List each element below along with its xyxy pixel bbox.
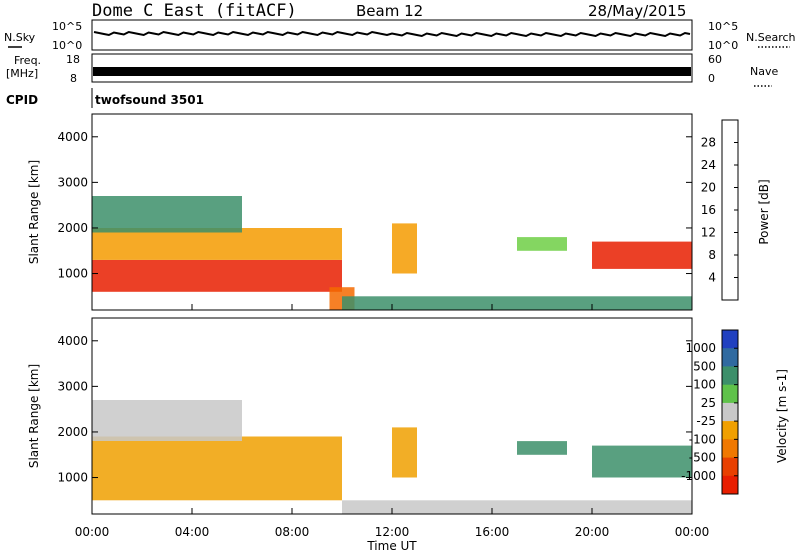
- colorbar-tick-label: 28: [701, 136, 716, 150]
- data-region: [392, 223, 417, 274]
- x-tick-label: 04:00: [175, 525, 210, 539]
- data-region: [342, 500, 692, 514]
- data-region: [92, 228, 342, 260]
- data-region: [517, 237, 567, 251]
- noise-tick-bottom-right: 10^0: [708, 39, 738, 52]
- data-region: [592, 445, 692, 478]
- nsearch-label: N.Search: [746, 31, 796, 44]
- freq-trace: [93, 67, 691, 76]
- freq-unit: [MHz]: [6, 67, 38, 80]
- colorbar-segment: [722, 384, 738, 404]
- colorbar-tick-label: 4: [708, 271, 716, 285]
- power-y-ticks: 1000 2000 3000 4000: [57, 130, 692, 281]
- colorbar-tick-label: 20: [701, 181, 716, 195]
- noise-panel: [91, 19, 693, 51]
- nave-label: Nave: [750, 65, 778, 78]
- y-tick-label: 4000: [57, 334, 88, 348]
- data-region: [517, 441, 567, 455]
- x-axis-ticks: 00:00 04:00 08:00 12:00 16:00 20:00 00:00: [75, 304, 710, 539]
- colorbar-frame: [721, 329, 739, 495]
- noise-tick-top-left: 10^5: [52, 20, 82, 33]
- x-tick-label: 16:00: [475, 525, 510, 539]
- colorbar-tick-label: 500: [693, 359, 716, 373]
- colorbar-tick-label: 12: [701, 226, 716, 240]
- colorbar-segment: [722, 402, 738, 422]
- y-tick-label: 2000: [57, 221, 88, 235]
- x-tick-label: 20:00: [575, 525, 610, 539]
- noise-trace: [93, 30, 691, 38]
- y-tick-label: 4000: [57, 130, 88, 144]
- colorbar-tick-label: 100: [693, 378, 716, 392]
- velocity-y-ticks: 1000 2000 3000 4000: [57, 334, 692, 485]
- data-region: [92, 436, 342, 501]
- data-region: [92, 196, 242, 233]
- power-data-layer: [92, 196, 692, 310]
- beam-label: Beam 12: [356, 2, 423, 20]
- y-tick-label: 1000: [57, 267, 88, 281]
- plot-title: Dome C East (fitACF): [92, 1, 297, 21]
- data-region: [92, 259, 342, 292]
- y-tick-label: 3000: [57, 175, 88, 189]
- freq-label: Freq.: [14, 54, 41, 67]
- freq-tick-top: 18: [66, 53, 80, 66]
- velocity-colorbar: 1000 500 100 25 -25 -100 -500 -1000: [681, 329, 739, 495]
- power-colorbar: 4 8 12 16 20 24 28: [701, 119, 739, 301]
- x-tick-label: 12:00: [375, 525, 410, 539]
- y-tick-label: 1000: [57, 471, 88, 485]
- colorbar-tick-label: 1000: [685, 341, 716, 355]
- data-region: [342, 296, 692, 310]
- colorbar-segment: [722, 475, 738, 495]
- colorbar-segment: [722, 457, 738, 477]
- x-tick-label: 00:00: [675, 525, 710, 539]
- colorbar-tick-label: -500: [689, 451, 716, 465]
- data-region: [92, 400, 242, 441]
- colorbar-segment: [722, 366, 738, 386]
- colorbar-tick-label: 16: [701, 203, 716, 217]
- velocity-colorbar-label: Velocity [m s-1]: [775, 369, 789, 463]
- noise-tick-top-right: 10^5: [708, 20, 738, 33]
- colorbar-segment: [722, 330, 738, 349]
- colorbar-tick-label: -1000: [681, 469, 716, 483]
- colorbar-segment: [722, 439, 738, 458]
- noise-tick-bottom-left: 10^0: [52, 39, 82, 52]
- colorbar-tick-label: -25: [696, 414, 716, 428]
- colorbar-tick-label: 24: [701, 158, 716, 172]
- y-tick-label: 2000: [57, 425, 88, 439]
- colorbar-tick-label: 8: [708, 248, 716, 262]
- colorbar-tick-label: 25: [701, 396, 716, 410]
- nave-tick-bottom: 0: [708, 72, 715, 85]
- nsky-label: N.Sky: [4, 31, 36, 44]
- y-tick-label: 3000: [57, 379, 88, 393]
- power-y-axis-label: Slant Range [km]: [27, 160, 41, 264]
- date-label: 28/May/2015: [588, 2, 686, 20]
- colorbar-segment: [722, 348, 738, 367]
- freq-tick-bottom: 8: [70, 72, 77, 85]
- velocity-data-layer: [92, 400, 692, 514]
- cpid-value: twofsound 3501: [95, 93, 204, 107]
- x-axis-label: Time UT: [366, 539, 417, 553]
- power-colorbar-label: Power [dB]: [757, 179, 771, 244]
- data-region: [392, 427, 417, 478]
- freq-panel: [91, 53, 693, 83]
- x-tick-label: 00:00: [75, 525, 110, 539]
- colorbar-segment: [722, 421, 738, 440]
- x-tick-label: 08:00: [275, 525, 310, 539]
- velocity-y-axis-label: Slant Range [km]: [27, 364, 41, 468]
- nave-tick-top: 60: [708, 53, 722, 66]
- cpid-label: CPID: [6, 93, 38, 107]
- colorbar-tick-label: -100: [689, 432, 716, 446]
- data-region: [592, 241, 692, 269]
